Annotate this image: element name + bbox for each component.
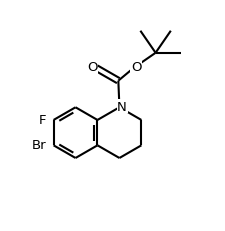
Text: F: F [39, 113, 47, 126]
Text: Br: Br [32, 139, 46, 152]
Text: O: O [130, 61, 141, 74]
Text: N: N [117, 100, 126, 113]
Text: O: O [87, 61, 97, 74]
